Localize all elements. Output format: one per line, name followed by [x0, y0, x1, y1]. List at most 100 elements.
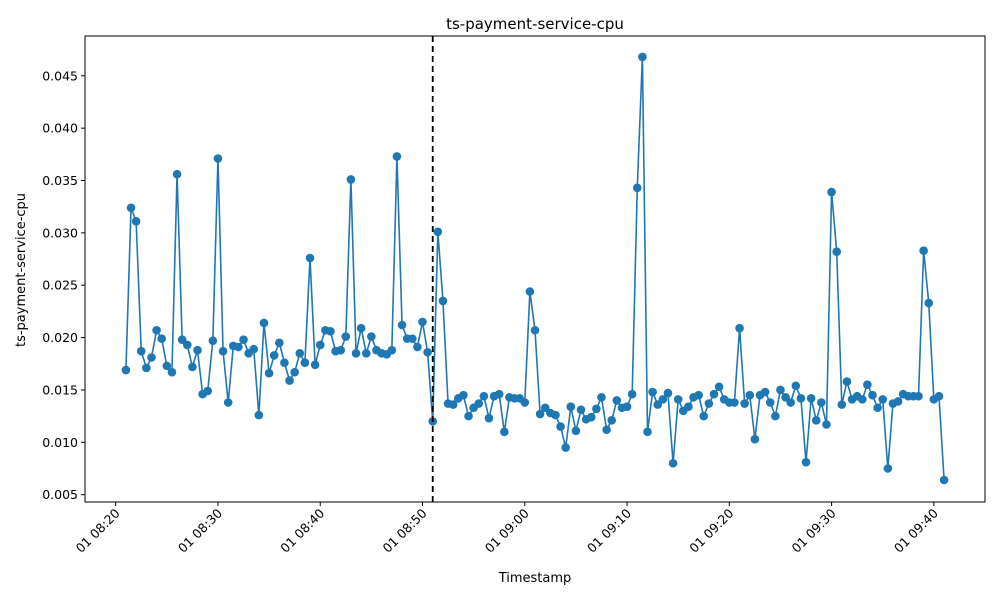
data-point — [607, 416, 616, 425]
data-point — [934, 391, 944, 401]
data-point — [310, 360, 320, 370]
y-tick-label: 0.010 — [42, 435, 78, 450]
data-point — [586, 412, 596, 422]
data-point — [811, 416, 821, 425]
data-point — [341, 332, 351, 341]
data-point — [791, 381, 801, 391]
data-point — [786, 398, 795, 407]
data-point — [622, 402, 632, 412]
data-point — [290, 367, 299, 377]
y-tick-label: 0.045 — [42, 68, 78, 83]
data-point — [817, 398, 826, 407]
data-point — [459, 390, 468, 400]
data-point — [218, 346, 228, 356]
data-point — [367, 332, 376, 341]
data-point — [535, 409, 545, 419]
data-point — [356, 323, 366, 333]
data-point — [857, 395, 867, 404]
data-point — [735, 323, 744, 333]
data-point — [868, 390, 877, 400]
data-point — [771, 411, 780, 421]
data-point — [525, 287, 535, 296]
data-point — [765, 398, 775, 407]
data-point — [157, 334, 166, 343]
x-tick-label: 01 09:20 — [686, 505, 736, 555]
x-axis-title: Timestamp — [498, 571, 572, 586]
x-tick-label: 01 09:30 — [789, 505, 839, 555]
data-point — [121, 365, 131, 375]
data-point — [571, 426, 581, 436]
data-point — [597, 392, 606, 402]
data-point — [520, 398, 530, 407]
data-point — [484, 413, 494, 423]
data-point — [131, 217, 141, 226]
data-point — [740, 399, 749, 408]
data-point — [796, 394, 806, 403]
data-point — [147, 353, 156, 362]
data-point — [126, 203, 136, 213]
data-point — [223, 398, 233, 407]
data-point — [745, 390, 755, 400]
data-point — [433, 227, 443, 237]
data-point — [776, 385, 785, 395]
data-point — [806, 394, 816, 403]
data-point — [397, 320, 407, 330]
data-point — [142, 363, 151, 373]
data-point — [254, 410, 264, 420]
y-tick-label: 0.040 — [42, 121, 78, 136]
data-point — [500, 427, 509, 437]
data-point — [479, 391, 489, 401]
data-point — [280, 358, 289, 368]
data-point — [188, 362, 197, 372]
data-point — [259, 318, 269, 328]
data-point — [285, 376, 294, 385]
data-point — [638, 52, 647, 62]
data-point — [709, 389, 719, 399]
data-point — [822, 420, 831, 429]
y-tick-label: 0.025 — [42, 278, 78, 293]
data-point — [418, 317, 427, 327]
data-point — [152, 325, 161, 335]
data-point — [704, 399, 714, 408]
series-line — [125, 56, 945, 481]
data-point — [827, 187, 836, 197]
x-tick-label: 01 09:00 — [482, 505, 532, 555]
data-point — [326, 327, 335, 336]
data-point — [883, 464, 893, 473]
data-point — [699, 411, 709, 421]
data-point — [530, 325, 540, 335]
data-point — [208, 336, 218, 346]
y-axis-title: ts-payment-service-cpu — [14, 193, 29, 347]
data-point — [842, 377, 852, 386]
y-tick-label: 0.020 — [42, 330, 78, 345]
data-point — [346, 175, 356, 184]
data-point — [162, 361, 172, 371]
data-point — [474, 399, 484, 408]
data-point — [182, 340, 192, 350]
data-point — [438, 296, 448, 306]
x-axis: 01 08:20 01 08:30 01 08:40 01 08:50 01 09:00… — [73, 502, 941, 556]
data-point — [801, 457, 811, 467]
data-point — [387, 345, 397, 355]
data-point — [576, 405, 586, 415]
data-point — [213, 154, 223, 163]
x-tick-label: 01 08:20 — [73, 505, 123, 555]
data-point — [172, 169, 182, 179]
data-point — [494, 389, 504, 399]
data-point — [407, 334, 417, 343]
data-point — [658, 395, 668, 404]
data-point — [663, 388, 673, 398]
x-tick-label: 01 08:30 — [175, 505, 225, 555]
data-point — [627, 389, 637, 399]
plot-area — [84, 35, 986, 503]
data-point — [448, 400, 458, 409]
data-point — [305, 253, 315, 263]
data-point — [592, 404, 601, 414]
data-point — [730, 398, 739, 407]
data-point — [878, 395, 888, 404]
data-point — [632, 183, 642, 193]
data-point — [714, 382, 724, 392]
data-point — [136, 346, 146, 356]
data-point — [413, 342, 422, 352]
